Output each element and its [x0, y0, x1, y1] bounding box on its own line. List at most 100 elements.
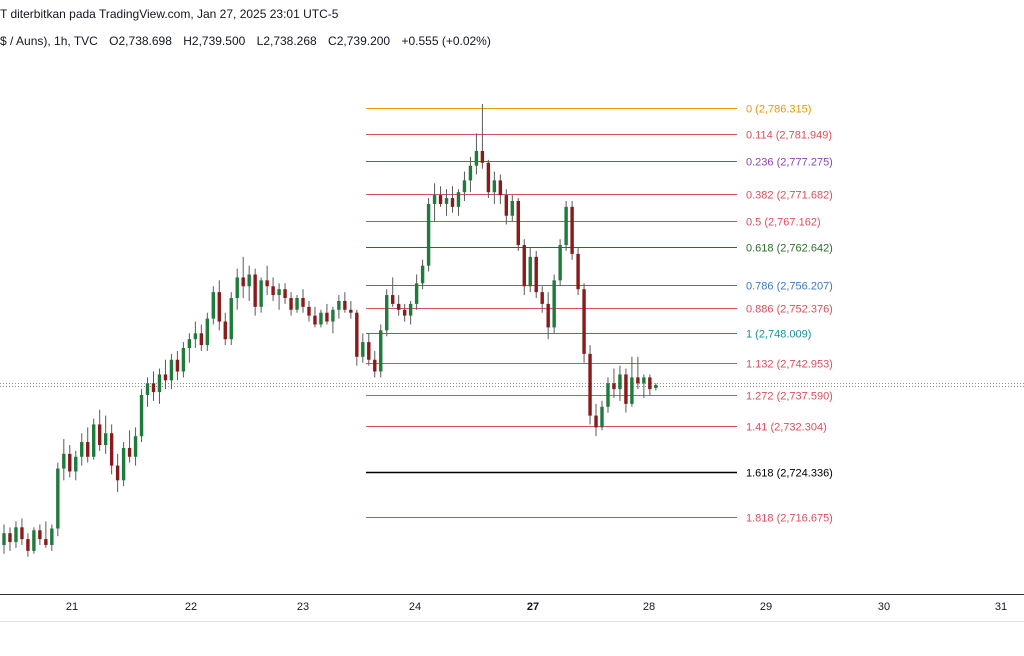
candle-body — [289, 298, 293, 310]
candle-body — [594, 415, 598, 428]
candle-body — [313, 315, 317, 325]
candle-body — [103, 433, 108, 446]
fib-level-label: 1 (2,748.009) — [746, 329, 811, 341]
fib-level-label: 0.618 (2,762.642) — [746, 243, 833, 255]
fib-level-label: 1.818 (2,716.675) — [746, 513, 833, 525]
candle-body — [450, 198, 455, 207]
candle-body — [205, 318, 210, 346]
candle-body — [373, 359, 377, 372]
candle-body — [337, 300, 341, 310]
candle-body — [414, 283, 419, 304]
candle-body — [576, 253, 580, 290]
candle-body — [241, 277, 245, 287]
candle-body — [115, 465, 120, 481]
candle-body — [522, 245, 526, 287]
candle-body — [127, 447, 132, 457]
time-axis-tick-label: 24 — [409, 601, 421, 613]
candle-body — [187, 339, 192, 348]
ohlc-legend: $ / Auns), 1h, TVC O2,738.698 H2,739.500… — [0, 34, 499, 48]
candle-body — [618, 374, 622, 390]
candle-body — [20, 527, 24, 540]
fib-level-label: 0.886 (2,752.376) — [746, 304, 833, 316]
fib-level-label: 1.618 (2,724.336) — [746, 468, 833, 480]
fib-level-label: 1.272 (2,737.590) — [746, 391, 833, 403]
candle-body — [265, 280, 269, 287]
candle-body — [8, 533, 12, 543]
candle-body — [528, 256, 532, 287]
candle-body — [570, 206, 574, 254]
candle-body — [74, 456, 78, 472]
candle-body — [80, 442, 84, 457]
candle-body — [97, 424, 102, 446]
candle-body — [486, 162, 491, 193]
close-value: C2,739.200 — [328, 34, 391, 48]
candle-body — [325, 312, 329, 322]
candle-body — [438, 195, 443, 204]
candle-body — [408, 303, 413, 316]
candle-body — [456, 192, 461, 207]
fib-level-label: 0.236 (2,777.275) — [746, 157, 833, 169]
candle-body — [564, 206, 568, 246]
candle-body — [199, 333, 204, 346]
candle-body — [648, 377, 652, 390]
high-value: H2,739.500 — [183, 34, 246, 48]
time-axis-tick-label: 31 — [995, 601, 1007, 613]
candle-body — [624, 374, 628, 404]
candle-body — [612, 383, 616, 390]
candle-body — [68, 453, 72, 472]
candle-body — [636, 377, 640, 384]
candle-body — [139, 395, 144, 437]
candle-body — [92, 424, 96, 457]
fibonacci-extension-layer[interactable]: 0 (2,786.315) 0.114 (2,781.949) 0.236 (2,7… — [366, 104, 833, 525]
change-value: +0.555 (+0.02%) — [401, 34, 491, 48]
candle-body — [349, 309, 353, 313]
candle-body — [163, 374, 168, 381]
candle-body — [193, 333, 198, 340]
candle-body — [109, 433, 114, 466]
candle-body — [606, 383, 610, 407]
candle-body — [331, 309, 335, 322]
candle-body — [211, 292, 215, 319]
candle-body — [588, 353, 592, 416]
candle-body — [385, 295, 389, 331]
candle-body — [516, 200, 520, 246]
candle-body — [426, 203, 431, 266]
candle-body — [510, 200, 514, 216]
symbol-label: $ / Auns), 1h, TVC — [0, 34, 98, 48]
candle-body — [38, 530, 42, 540]
candle-body — [301, 298, 305, 307]
candle-body — [253, 274, 257, 307]
candle-body — [56, 468, 60, 529]
fib-level-label: 1.132 (2,742.953) — [746, 359, 833, 371]
time-axis-tick-label: 23 — [297, 601, 309, 613]
candle-body — [630, 377, 634, 404]
candle-body — [2, 533, 6, 545]
candle-body — [283, 289, 287, 299]
fib-level-label: 0.5 (2,767.162) — [746, 217, 821, 229]
time-axis[interactable]: 21 22 23 24 27 28 29 30 31 — [0, 594, 1024, 622]
candle-body — [44, 539, 48, 545]
candle-body — [277, 289, 281, 296]
candle-body — [367, 342, 371, 360]
candle-body — [223, 321, 227, 340]
low-value: L2,738.268 — [256, 34, 317, 48]
candle-body — [86, 442, 90, 457]
candle-body — [540, 292, 544, 304]
candle-body — [217, 292, 221, 322]
fib-level-label: 1.41 (2,732.304) — [746, 422, 827, 434]
candle-body — [504, 195, 509, 216]
candle-body — [32, 530, 36, 551]
candle-body — [654, 385, 658, 388]
candle-body — [480, 151, 485, 163]
candle-body — [151, 383, 156, 393]
candle-body — [391, 295, 395, 304]
candle-body — [600, 406, 604, 428]
candle-body — [432, 195, 437, 204]
candle-body — [498, 180, 503, 196]
candle-body — [26, 539, 30, 551]
open-value: O2,738.698 — [109, 34, 172, 48]
candle-body — [379, 330, 383, 372]
candle-body — [229, 298, 233, 340]
candle-body — [361, 342, 365, 357]
